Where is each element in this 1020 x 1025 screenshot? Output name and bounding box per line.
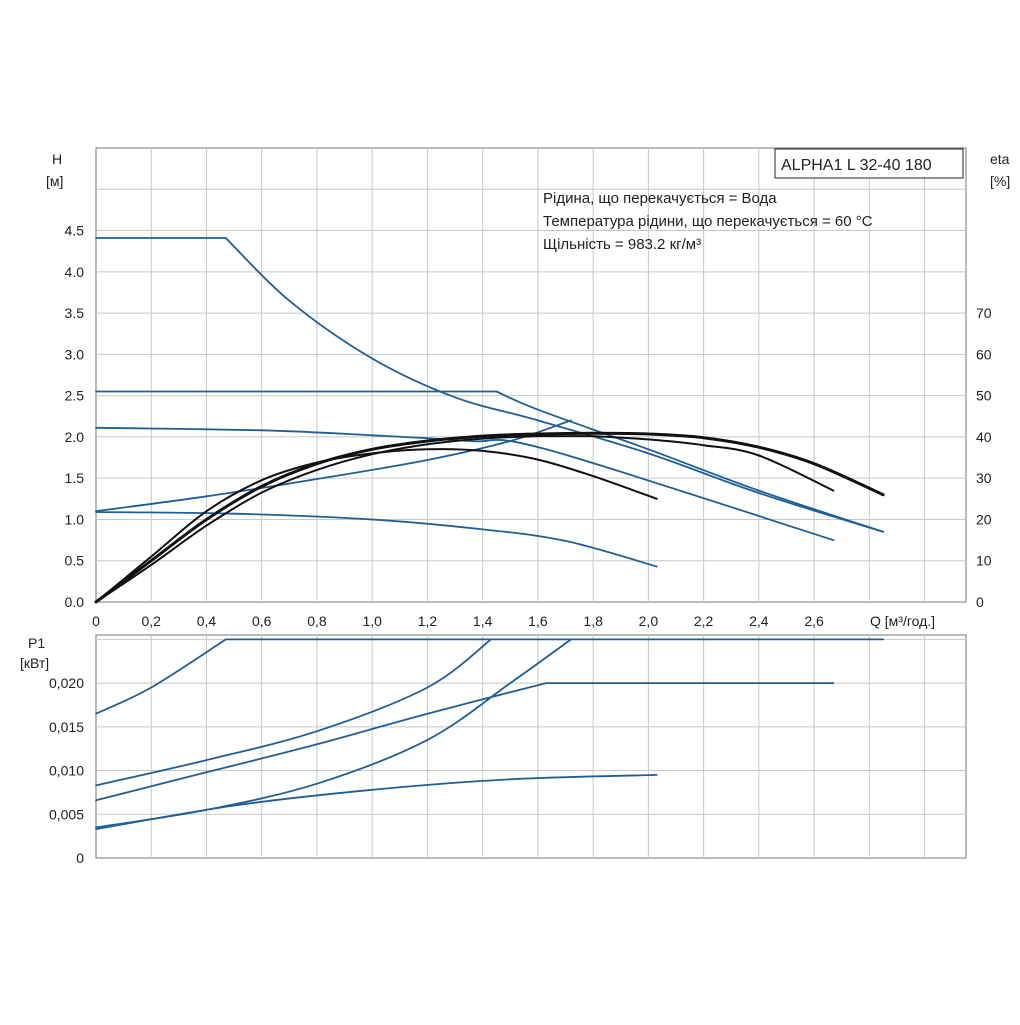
efficiency-curve-7	[95, 435, 835, 603]
head-curve-2	[95, 390, 884, 533]
y-axis-label-head: H	[52, 151, 62, 167]
y-axis-label-power: P1	[28, 635, 45, 651]
bottom-plot-series	[95, 638, 884, 830]
x-tick-label: 1,0	[362, 613, 382, 629]
annotation-fluid: Рідина, що перекачується = Вода	[543, 190, 777, 207]
y2-tick-label-eta: 40	[976, 429, 992, 445]
efficiency-curve-8	[95, 448, 658, 603]
y-tick-label-head: 3.5	[65, 305, 85, 321]
x-tick-label: 1,8	[583, 613, 603, 629]
y-tick-label-head: 3.0	[65, 346, 85, 362]
x-tick-label: 0,6	[252, 613, 272, 629]
annotation-temperature: Температура рідини, що перекачується = 6…	[543, 213, 873, 230]
chart-title: ALPHA1 L 32-40 180	[781, 157, 932, 174]
power-curve-3	[95, 682, 835, 802]
y-tick-label-head: 4.0	[65, 264, 85, 280]
title-box	[774, 148, 964, 179]
y-tick-label-head: 0.5	[65, 553, 85, 569]
y-tick-label-head: 2.5	[65, 388, 85, 404]
top-plot-frame	[95, 147, 967, 603]
head-curve-5	[95, 419, 572, 513]
head-curve-1	[95, 237, 884, 533]
y-tick-label-head: 2.0	[65, 429, 85, 445]
x-tick-label: 2,0	[639, 613, 659, 629]
x-tick-label: 2,2	[694, 613, 714, 629]
y2-tick-label-eta: 0	[976, 594, 984, 610]
y-tick-label-power: 0,005	[49, 806, 84, 822]
y-tick-label-power: 0,020	[49, 675, 84, 691]
y2-axis-label-eta: eta	[990, 151, 1010, 167]
y2-axis-unit-eta: [%]	[990, 173, 1010, 189]
x-tick-label: 2,4	[749, 613, 769, 629]
x-tick-label: 0,2	[142, 613, 162, 629]
y-tick-label-power: 0,010	[49, 763, 84, 779]
y2-tick-label-eta: 20	[976, 511, 992, 527]
y-tick-label-head: 4.5	[65, 223, 85, 239]
power-curve-4	[95, 638, 572, 829]
y-tick-label-head: 1.5	[65, 470, 85, 486]
x-tick-label: 1,2	[418, 613, 438, 629]
y2-tick-label-eta: 30	[976, 470, 992, 486]
x-tick-label: 1,6	[528, 613, 548, 629]
x-tick-label: 0,4	[197, 613, 217, 629]
efficiency-curve-6	[94, 431, 885, 604]
x-tick-label: 0,8	[307, 613, 327, 629]
power-curve-5	[95, 774, 658, 830]
y-tick-label-head: 0.0	[65, 594, 85, 610]
bottom-plot-frame	[95, 634, 967, 859]
y2-tick-label-eta: 60	[976, 346, 992, 362]
annotation-density: Щільність = 983.2 кг/м³	[543, 236, 701, 253]
y-axis-unit-head: [м]	[46, 173, 63, 189]
x-tick-label: 1,4	[473, 613, 493, 629]
y2-tick-label-eta: 50	[976, 388, 992, 404]
power-curve-2	[95, 638, 492, 787]
x-tick-label: 0	[92, 613, 100, 629]
top-plot-grid	[95, 147, 967, 603]
power-curve-1	[95, 638, 884, 715]
y-tick-label-power: 0	[76, 850, 84, 866]
y2-tick-label-eta: 70	[976, 305, 992, 321]
x-axis-label: Q [м³/год.]	[870, 613, 935, 629]
x-tick-label: 2,6	[804, 613, 824, 629]
y2-tick-label-eta: 10	[976, 553, 992, 569]
head-curve-4	[95, 511, 658, 568]
y-tick-label-power: 0,015	[49, 719, 84, 735]
top-plot-series	[94, 237, 885, 604]
y-tick-label-head: 1.0	[65, 511, 85, 527]
y-axis-unit-power: [кВт]	[20, 655, 49, 671]
tick-labels: 0 0,2 0,4 0,6 0,8 1,0 1,2 1,4 1,6 1,8 2,0 2,2 2,4 2,6…	[49, 223, 992, 866]
